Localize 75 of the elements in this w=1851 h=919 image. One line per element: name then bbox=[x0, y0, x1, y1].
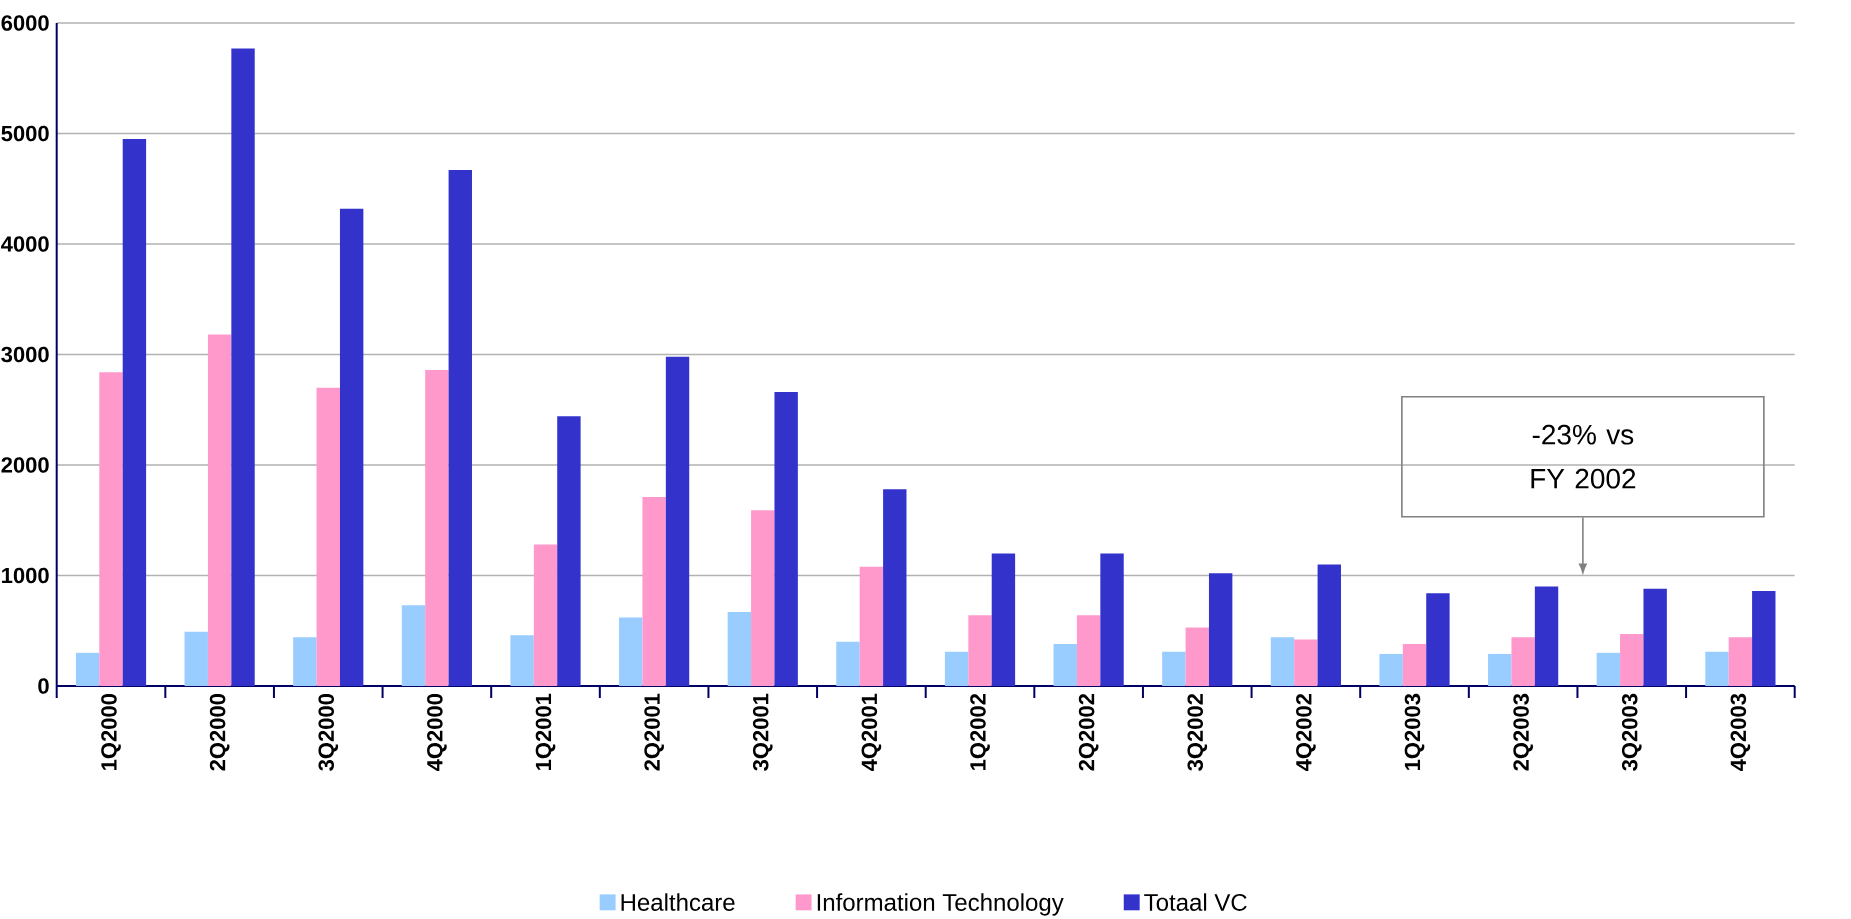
bar bbox=[751, 510, 775, 686]
bar bbox=[1488, 653, 1512, 686]
bar bbox=[401, 605, 426, 686]
bar bbox=[1294, 639, 1318, 686]
x-tick-label: 3Q2003 bbox=[1621, 693, 1642, 771]
bar bbox=[339, 208, 364, 686]
x-tick-label: 1Q2000 bbox=[101, 693, 121, 770]
bar bbox=[1705, 651, 1729, 686]
y-tick-label: 0 bbox=[38, 678, 49, 694]
x-tick-label: 4Q2000 bbox=[427, 693, 447, 771]
y-tick-label: 2000 bbox=[1, 457, 49, 473]
x-tick-label: 3Q2001 bbox=[752, 693, 773, 771]
y-tick-label: 5000 bbox=[1, 125, 49, 142]
bar bbox=[1162, 651, 1186, 686]
bar bbox=[207, 334, 232, 686]
bar bbox=[184, 631, 208, 686]
bar bbox=[293, 637, 317, 686]
x-tick-label: 1Q2002 bbox=[970, 693, 990, 770]
bar bbox=[231, 48, 255, 686]
bar bbox=[1270, 637, 1295, 686]
x-tick-label: 4Q2003 bbox=[1730, 693, 1751, 771]
bar bbox=[883, 489, 907, 686]
bar bbox=[1076, 615, 1101, 686]
bar bbox=[510, 635, 534, 686]
bar bbox=[533, 544, 558, 686]
x-tick-label: 1Q2003 bbox=[1404, 693, 1425, 770]
bar bbox=[316, 387, 340, 686]
bar bbox=[75, 652, 100, 686]
y-tick-label: 1000 bbox=[2, 567, 49, 584]
x-tick-label: 2Q2002 bbox=[1078, 693, 1099, 771]
bar bbox=[99, 372, 123, 686]
x-tick-label: 4Q2001 bbox=[861, 693, 882, 771]
bar bbox=[1596, 652, 1621, 686]
x-tick-label: 2Q2000 bbox=[209, 693, 230, 771]
annotation: -23% vs FY 2002 bbox=[1531, 424, 1636, 489]
bar bbox=[448, 169, 472, 686]
bar bbox=[1511, 637, 1535, 686]
legend-label: Information Technology bbox=[817, 893, 1064, 916]
x-tick-label: 2Q2003 bbox=[1513, 693, 1533, 771]
x-tick-label: 2Q2001 bbox=[644, 693, 664, 771]
bar bbox=[1620, 634, 1644, 686]
bar bbox=[1426, 593, 1450, 686]
bar bbox=[859, 566, 884, 686]
legend-label: Totaal VC bbox=[1144, 893, 1247, 911]
x-tick-label: 3Q2002 bbox=[1187, 693, 1208, 771]
bar bbox=[1752, 590, 1776, 686]
y-tick-label: 4000 bbox=[1, 236, 49, 252]
bar bbox=[727, 611, 752, 686]
bar bbox=[968, 615, 992, 686]
bar bbox=[619, 617, 643, 686]
bar bbox=[665, 356, 690, 686]
bar bbox=[944, 651, 969, 686]
bar bbox=[1185, 627, 1209, 686]
bar bbox=[774, 392, 798, 686]
bar bbox=[1402, 643, 1427, 686]
bar bbox=[1534, 586, 1559, 686]
bar bbox=[1379, 653, 1403, 686]
bar bbox=[425, 369, 449, 686]
bar bbox=[836, 641, 860, 686]
bar bbox=[1728, 637, 1753, 686]
legend-label: Healthcare bbox=[621, 893, 735, 911]
bar bbox=[1643, 588, 1667, 686]
x-tick-label: 4Q2002 bbox=[1296, 693, 1316, 771]
x-tick-label: 3Q2000 bbox=[318, 693, 339, 771]
bar bbox=[642, 497, 666, 686]
y-tick-label: 6000 bbox=[1, 15, 49, 31]
y-tick-label: 3000 bbox=[1, 346, 49, 363]
x-tick-label: 1Q2001 bbox=[535, 693, 556, 770]
bar bbox=[1100, 553, 1124, 686]
bar bbox=[991, 553, 1016, 686]
bar bbox=[1053, 643, 1077, 686]
bar bbox=[557, 416, 581, 686]
bar bbox=[1208, 573, 1233, 686]
bar bbox=[1317, 564, 1341, 686]
bar bbox=[122, 139, 147, 686]
